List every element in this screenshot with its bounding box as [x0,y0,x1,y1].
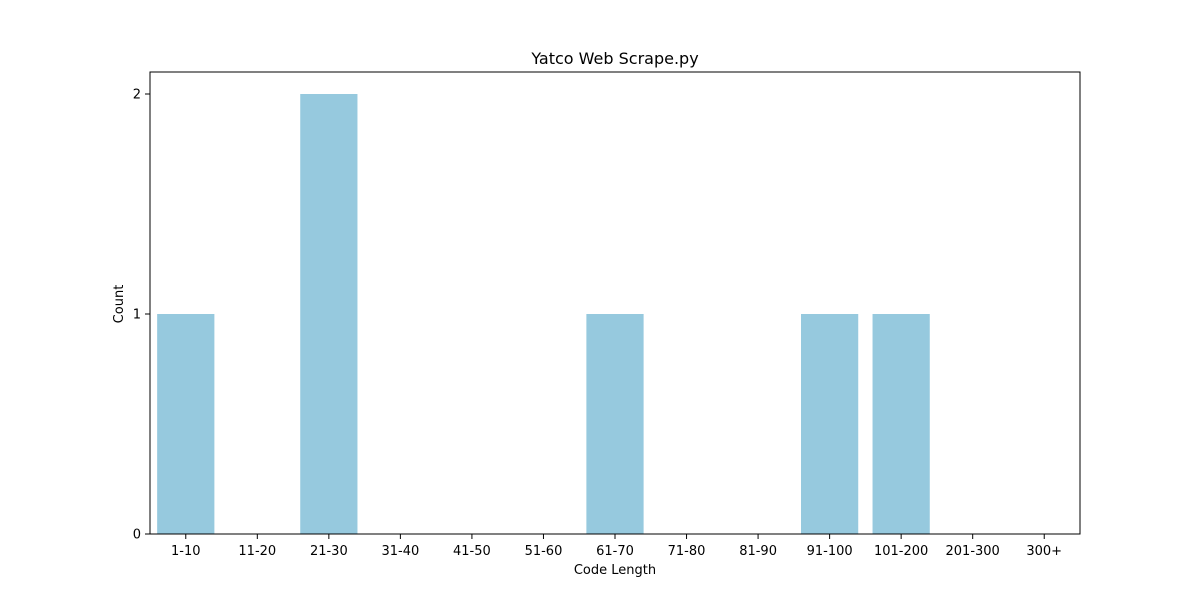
x-tick-label: 101-200 [874,544,928,559]
bar-1-10 [157,314,215,534]
x-tick-label: 1-10 [171,544,201,559]
x-tick-label: 201-300 [946,544,1000,559]
plot-frame [149,71,1081,535]
chart-title: Yatco Web Scrape.py [530,49,698,68]
bar-61-70 [586,314,644,534]
y-axis-ticks: 0 1 2 [133,88,150,543]
y-axis-label: Count [112,285,127,324]
x-tick-label: 91-100 [807,544,853,559]
x-tick-label: 31-40 [381,544,419,559]
y-tick-label: 2 [133,88,141,103]
x-axis-ticks: 1-10 11-20 21-30 31-40 41-50 51-60 61-70 71-80 8… [171,534,1062,559]
x-tick-label: 11-20 [238,544,276,559]
bar-91-100 [801,314,859,534]
x-tick-label: 61-70 [596,544,634,559]
x-axis-label: Code Length [574,563,656,578]
x-tick-label: 71-80 [668,544,706,559]
bar-21-30 [300,94,358,534]
bar-101-200 [872,314,930,534]
x-tick-label: 300+ [1026,544,1062,559]
y-tick-label: 1 [133,308,141,323]
x-tick-label: 41-50 [453,544,491,559]
x-tick-label: 51-60 [525,544,563,559]
x-tick-label: 81-90 [739,544,777,559]
x-tick-label: 21-30 [310,544,348,559]
y-tick-label: 0 [133,528,141,543]
bars-layer [157,94,930,534]
